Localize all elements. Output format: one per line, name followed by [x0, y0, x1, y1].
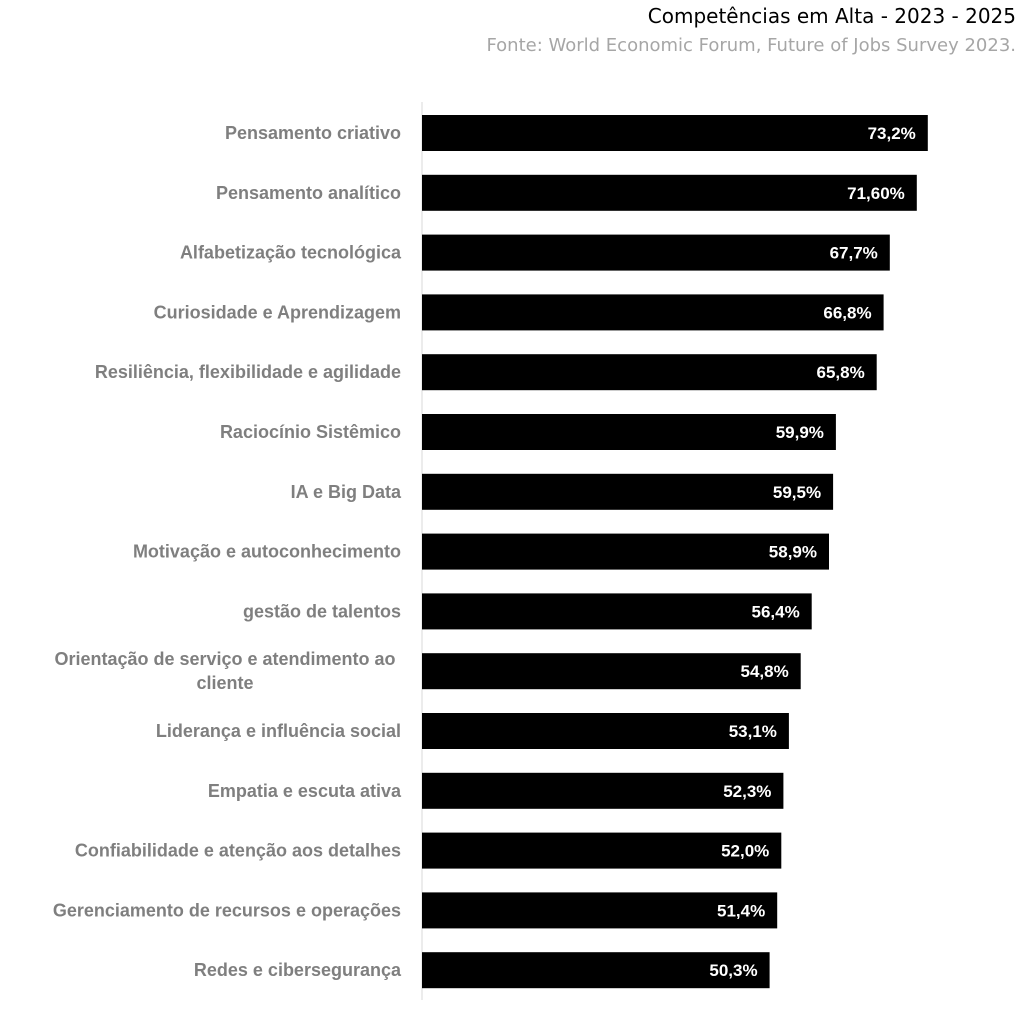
- bar: [422, 772, 784, 809]
- bar: [422, 832, 782, 869]
- category-label: Alfabetização tecnológica: [180, 243, 402, 263]
- bar: [422, 414, 836, 450]
- category-label: IA e Big Data: [291, 482, 402, 502]
- category-label-line: Orientação de serviço e atendimento ao: [54, 649, 395, 669]
- value-label: 50,3%: [709, 961, 757, 980]
- category-labels-group: Pensamento criativo Pensamento analítico A…: [53, 123, 402, 980]
- chart-subtitle: Fonte: World Economic Forum, Future of J…: [486, 35, 1016, 56]
- category-label: Confiabilidade e atenção aos detalhes: [75, 841, 401, 861]
- category-label: Pensamento analítico: [216, 183, 401, 203]
- bar: [422, 713, 789, 749]
- category-label: Liderança e influência social: [156, 721, 401, 741]
- category-label: Redes e cibersegurança: [194, 960, 402, 980]
- bar: [422, 653, 801, 690]
- bars-group: [422, 115, 928, 989]
- value-label: 67,7%: [830, 244, 878, 263]
- category-label: Curiosidade e Aprendizagem: [154, 302, 401, 322]
- bar: [422, 294, 884, 331]
- bar: [422, 174, 917, 211]
- category-label: Pensamento criativo: [225, 123, 401, 143]
- value-label: 58,9%: [769, 543, 817, 562]
- value-label: 66,8%: [823, 303, 871, 322]
- bar: [422, 354, 877, 391]
- bar: [422, 115, 928, 151]
- bar: [422, 234, 890, 271]
- category-label: Orientação de serviço e atendimento ao cl…: [54, 649, 395, 693]
- value-label: 52,0%: [721, 842, 769, 861]
- value-label: 53,1%: [729, 722, 777, 741]
- category-label: gestão de talentos: [243, 601, 401, 621]
- value-label: 59,5%: [773, 483, 821, 502]
- category-label-line: cliente: [196, 673, 253, 693]
- category-label: Empatia e escuta ativa: [208, 781, 402, 801]
- category-label: Resiliência, flexibilidade e agilidade: [95, 362, 401, 382]
- category-label: Motivação e autoconhecimento: [133, 542, 401, 562]
- value-label: 59,9%: [776, 423, 824, 442]
- bar: [422, 533, 829, 570]
- bar: [422, 593, 812, 630]
- category-label: Raciocínio Sistêmico: [220, 422, 401, 442]
- category-label: Gerenciamento de recursos e operações: [53, 900, 401, 920]
- bar: [422, 473, 834, 510]
- value-label: 65,8%: [816, 363, 864, 382]
- value-label: 71,60%: [847, 184, 905, 203]
- value-label: 51,4%: [717, 901, 765, 920]
- value-label: 52,3%: [723, 782, 771, 801]
- value-label: 73,2%: [868, 124, 916, 143]
- value-labels-group: 73,2% 71,60% 67,7% 66,8% 65,8% 59,9% 59,5% 58,9…: [709, 124, 915, 980]
- bar: [422, 892, 778, 929]
- value-label: 56,4%: [751, 602, 799, 621]
- value-label: 54,8%: [740, 662, 788, 681]
- chart-title: Competências em Alta - 2023 - 2025: [647, 4, 1016, 28]
- bar: [422, 952, 770, 989]
